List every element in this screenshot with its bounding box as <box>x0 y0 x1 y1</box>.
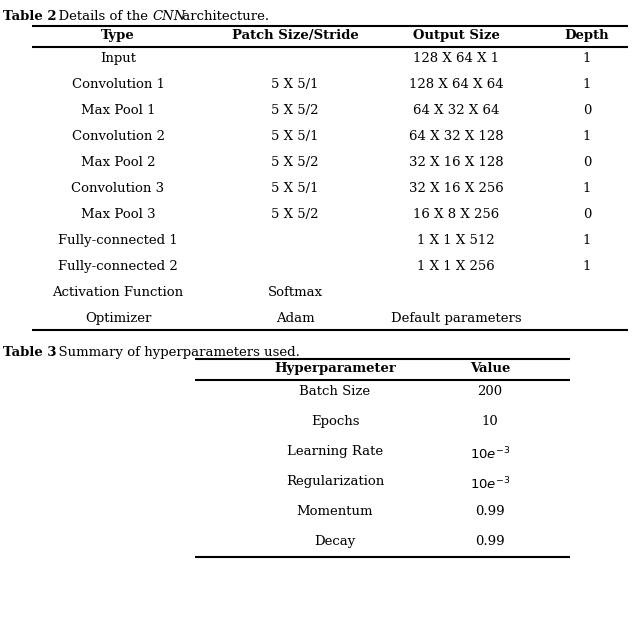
Text: 5 X 5/2: 5 X 5/2 <box>271 208 319 221</box>
Text: 1: 1 <box>583 52 591 65</box>
Text: Table 2: Table 2 <box>3 10 56 23</box>
Text: Fully-connected 1: Fully-connected 1 <box>58 234 178 247</box>
Text: $10e^{-3}$: $10e^{-3}$ <box>470 446 510 463</box>
Text: Value: Value <box>470 362 510 375</box>
Text: 5 X 5/2: 5 X 5/2 <box>271 156 319 169</box>
Text: Table 3: Table 3 <box>3 346 56 359</box>
Text: 1: 1 <box>583 78 591 91</box>
Text: Max Pool 1: Max Pool 1 <box>81 104 156 117</box>
Text: Max Pool 2: Max Pool 2 <box>81 156 156 169</box>
Text: Momentum: Momentum <box>297 505 373 518</box>
Text: 0.99: 0.99 <box>475 505 505 518</box>
Text: 1: 1 <box>583 260 591 273</box>
Text: 1: 1 <box>583 182 591 195</box>
Text: 128 X 64 X 64: 128 X 64 X 64 <box>409 78 503 91</box>
Text: Patch Size/Stride: Patch Size/Stride <box>232 29 358 42</box>
Text: Convolution 3: Convolution 3 <box>72 182 164 195</box>
Text: 1: 1 <box>583 234 591 247</box>
Text: 0: 0 <box>583 104 591 117</box>
Text: . Details of the: . Details of the <box>50 10 152 23</box>
Text: Activation Function: Activation Function <box>52 286 184 299</box>
Text: . Summary of hyperparameters used.: . Summary of hyperparameters used. <box>50 346 300 359</box>
Text: 5 X 5/1: 5 X 5/1 <box>271 182 319 195</box>
Text: Output Size: Output Size <box>413 29 499 42</box>
Text: architecture.: architecture. <box>178 10 269 23</box>
Text: 32 X 16 X 128: 32 X 16 X 128 <box>409 156 503 169</box>
Text: 5 X 5/1: 5 X 5/1 <box>271 130 319 143</box>
Text: 1: 1 <box>583 130 591 143</box>
Text: 128 X 64 X 1: 128 X 64 X 1 <box>413 52 499 65</box>
Text: 5 X 5/1: 5 X 5/1 <box>271 78 319 91</box>
Text: 64 X 32 X 128: 64 X 32 X 128 <box>409 130 503 143</box>
Text: 32 X 16 X 256: 32 X 16 X 256 <box>408 182 504 195</box>
Text: 5 X 5/2: 5 X 5/2 <box>271 104 319 117</box>
Text: Depth: Depth <box>564 29 609 42</box>
Text: 0.99: 0.99 <box>475 535 505 548</box>
Text: 200: 200 <box>477 385 502 398</box>
Text: Decay: Decay <box>314 535 356 548</box>
Text: 10: 10 <box>482 415 499 428</box>
Text: Convolution 2: Convolution 2 <box>72 130 164 143</box>
Text: Type: Type <box>101 29 135 42</box>
Text: 64 X 32 X 64: 64 X 32 X 64 <box>413 104 499 117</box>
Text: Batch Size: Batch Size <box>300 385 371 398</box>
Text: Optimizer: Optimizer <box>85 312 151 325</box>
Text: 16 X 8 X 256: 16 X 8 X 256 <box>413 208 499 221</box>
Text: Regularization: Regularization <box>286 475 384 488</box>
Text: Epochs: Epochs <box>311 415 359 428</box>
Text: Hyperparameter: Hyperparameter <box>274 362 396 375</box>
Text: 0: 0 <box>583 208 591 221</box>
Text: Input: Input <box>100 52 136 65</box>
Text: Default parameters: Default parameters <box>390 312 522 325</box>
Text: Adam: Adam <box>276 312 314 325</box>
Text: Convolution 1: Convolution 1 <box>72 78 164 91</box>
Text: 1 X 1 X 256: 1 X 1 X 256 <box>417 260 495 273</box>
Text: 0: 0 <box>583 156 591 169</box>
Text: Softmax: Softmax <box>268 286 323 299</box>
Text: Max Pool 3: Max Pool 3 <box>81 208 156 221</box>
Text: CNN: CNN <box>152 10 186 23</box>
Text: 1 X 1 X 512: 1 X 1 X 512 <box>417 234 495 247</box>
Text: $10e^{-3}$: $10e^{-3}$ <box>470 476 510 493</box>
Text: Fully-connected 2: Fully-connected 2 <box>58 260 178 273</box>
Text: Learning Rate: Learning Rate <box>287 445 383 458</box>
